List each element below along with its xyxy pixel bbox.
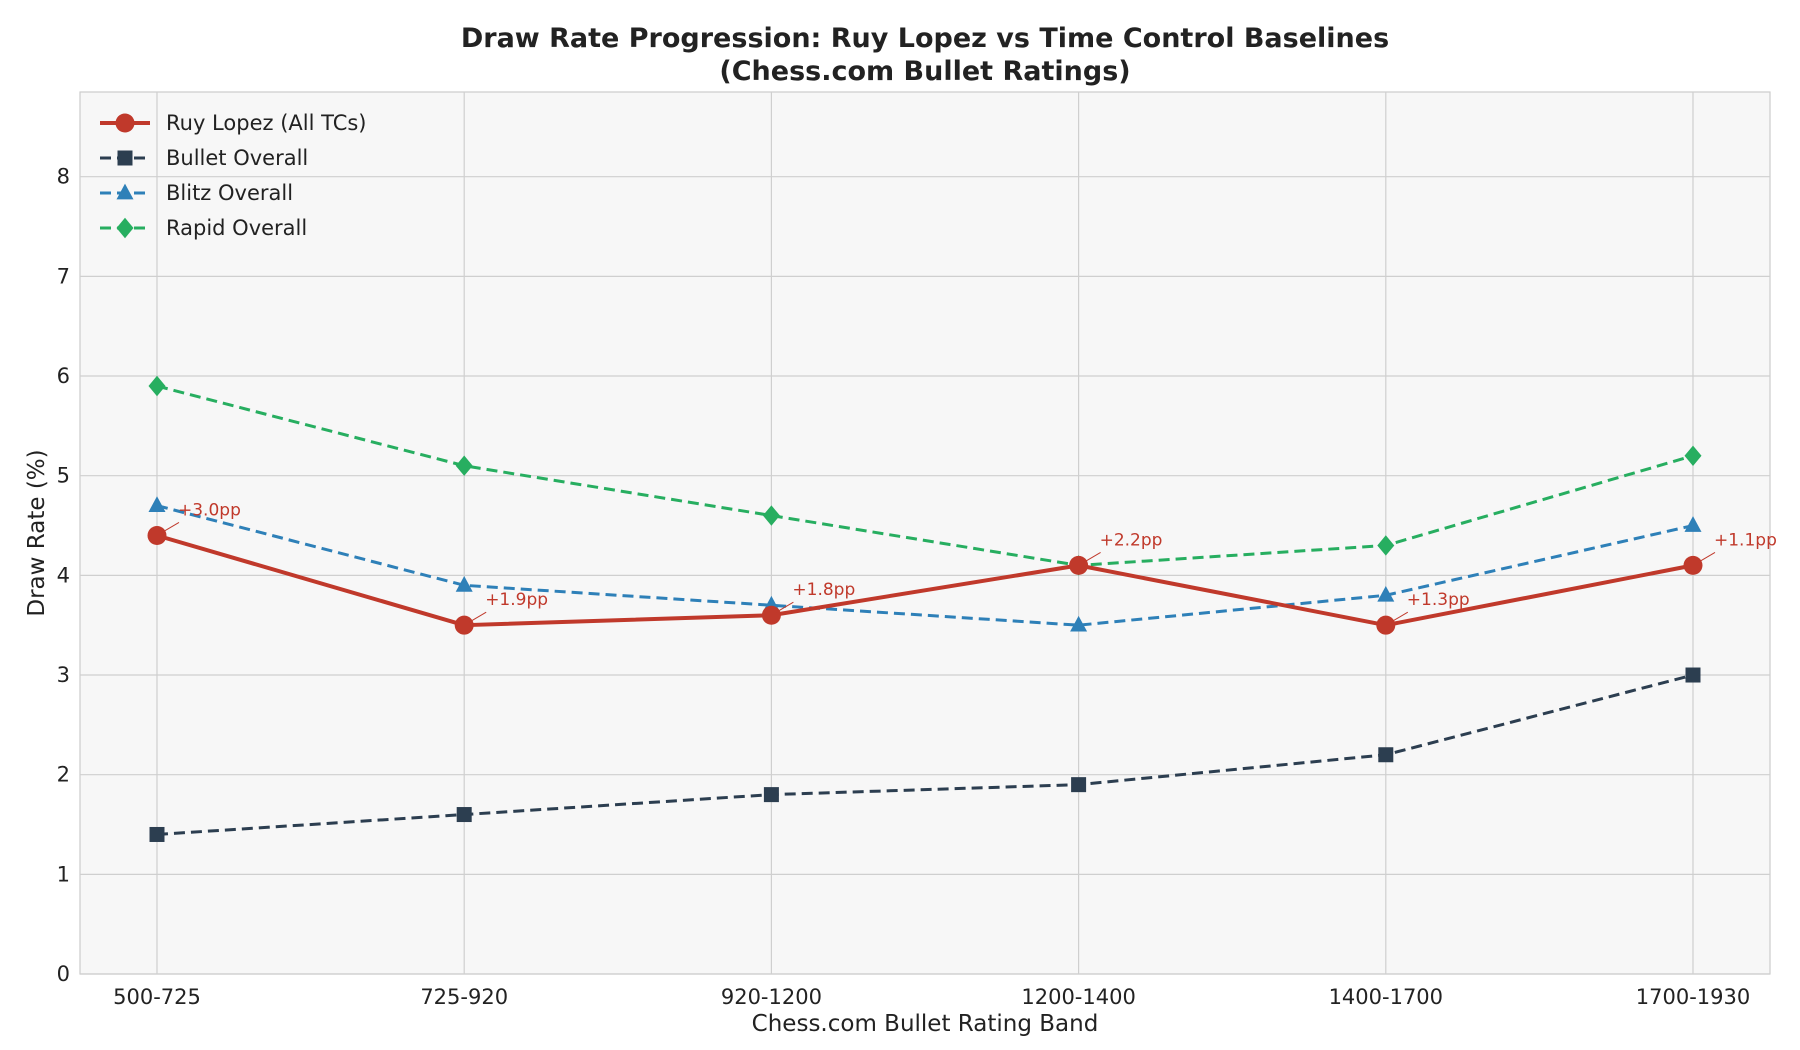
series-line-bullet-overall: [156, 673, 1694, 836]
legend-marker: [117, 150, 133, 166]
data-point-rapid-overall: [1684, 445, 1702, 466]
annotation-arrow: [1390, 611, 1409, 623]
data-point-bullet-overall: [1071, 777, 1087, 793]
data-point-bullet-overall: [1685, 667, 1701, 683]
data-point-ruy-lopez-all-tcs: [147, 525, 167, 545]
legend-marker: [116, 183, 134, 200]
legend-label: Blitz Overall: [166, 181, 293, 205]
x-axis-ticks: 500-725 725-920 920-1200 1200-1400 1400-1700…: [113, 985, 1750, 1009]
data-point-rapid-overall: [148, 375, 166, 397]
data-point-blitz-overall: [1377, 585, 1395, 602]
annotation-arrow: [1697, 551, 1716, 563]
legend-entry-rapid-overall: Rapid Overall: [100, 216, 307, 240]
data-point-bullet-overall: [149, 826, 165, 842]
annotation-arrow: [468, 611, 487, 623]
y-axis-label: Draw Rate (%): [24, 449, 50, 616]
x-tick-label: 500-725: [113, 985, 201, 1009]
grid: [80, 92, 1770, 975]
y-tick-label: 0: [57, 962, 70, 986]
legend-marker: [116, 217, 134, 239]
annotation-arrow: [161, 522, 180, 533]
legend: Ruy Lopez (All TCs) Bullet Overall Blitz O…: [100, 111, 366, 240]
legend-entry-bullet-overall: Bullet Overall: [100, 146, 308, 170]
annotation-label: +1.9pp: [485, 590, 548, 610]
annotation-label: +2.2pp: [1100, 530, 1163, 550]
y-tick-label: 5: [57, 464, 70, 488]
annotation-label: +1.1pp: [1714, 530, 1777, 550]
legend-label: Bullet Overall: [166, 146, 308, 170]
y-axis-ticks: 0 1 2 3 4 5 6 7 8: [57, 165, 70, 986]
annotation-layer: +3.0pp +1.9pp +1.8pp +2.2pp +1.3pp +1.1pp: [161, 500, 1777, 623]
legend-entry-ruy-lopez-all-tcs: Ruy Lopez (All TCs): [100, 111, 366, 135]
data-point-rapid-overall: [762, 505, 780, 526]
data-point-blitz-overall: [1684, 516, 1702, 532]
data-point-bullet-overall: [763, 787, 779, 803]
x-tick-label: 920-1200: [721, 985, 822, 1009]
data-point-ruy-lopez-all-tcs: [761, 605, 781, 625]
y-tick-label: 6: [57, 364, 70, 388]
data-point-blitz-overall: [455, 575, 473, 592]
data-point-bullet-overall: [1378, 747, 1394, 763]
legend-entry-blitz-overall: Blitz Overall: [100, 181, 293, 205]
x-tick-label: 1400-1700: [1329, 985, 1443, 1009]
data-point-ruy-lopez-all-tcs: [1376, 615, 1396, 635]
x-tick-label: 725-920: [420, 985, 508, 1009]
series-line-blitz-overall: [156, 504, 1694, 627]
annotation-arrow: [1083, 551, 1101, 563]
chart-title-line2: (Chess.com Bullet Ratings): [719, 56, 1130, 87]
series-line-rapid-overall: [156, 384, 1694, 567]
series-line-ruy-lopez-all-tcs: [156, 533, 1694, 628]
annotation-arrow: [776, 601, 794, 613]
data-point-ruy-lopez-all-tcs: [1683, 555, 1703, 575]
legend-marker: [115, 113, 135, 133]
y-tick-label: 8: [57, 165, 70, 189]
series-layer: [147, 375, 1703, 842]
y-tick-label: 4: [57, 563, 70, 587]
data-point-bullet-overall: [456, 807, 472, 823]
data-point-rapid-overall: [455, 455, 473, 476]
x-tick-label: 1200-1400: [1021, 985, 1135, 1009]
data-point-blitz-overall: [1070, 615, 1088, 632]
y-tick-label: 1: [57, 862, 70, 886]
data-point-ruy-lopez-all-tcs: [454, 615, 474, 635]
y-tick-label: 2: [57, 763, 70, 787]
y-tick-label: 7: [57, 264, 70, 288]
x-axis-label: Chess.com Bullet Rating Band: [752, 1011, 1099, 1037]
y-tick-label: 3: [57, 663, 70, 687]
annotation-label: +3.0pp: [178, 500, 241, 520]
data-point-blitz-overall: [148, 496, 166, 512]
series-ruy-lopez-all-tcs: [147, 525, 1703, 635]
legend-label: Ruy Lopez (All TCs): [166, 111, 366, 135]
series-bullet-overall: [149, 667, 1701, 842]
legend-label: Rapid Overall: [166, 216, 307, 240]
data-point-rapid-overall: [1377, 535, 1395, 556]
annotation-label: +1.3pp: [1407, 590, 1470, 610]
plot-area: [79, 91, 1771, 975]
chart-title-line1: Draw Rate Progression: Ruy Lopez vs Time…: [461, 23, 1389, 54]
data-point-ruy-lopez-all-tcs: [1069, 555, 1089, 575]
x-tick-label: 1700-1930: [1636, 985, 1750, 1009]
annotation-label: +1.8pp: [792, 580, 855, 600]
